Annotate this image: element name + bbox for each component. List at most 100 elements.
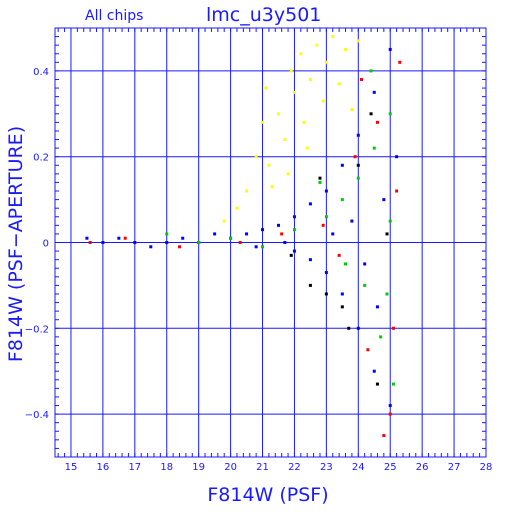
- scatter-point: [385, 232, 389, 236]
- scatter-point: [340, 163, 344, 167]
- scatter-point: [308, 283, 312, 287]
- scatter-point: [289, 69, 293, 73]
- scatter-point: [391, 326, 395, 330]
- scatter-point: [340, 292, 344, 296]
- scatter-point: [302, 120, 306, 124]
- scatter-point: [318, 180, 322, 184]
- scatter-point: [197, 241, 201, 244]
- scatter-point: [292, 90, 296, 94]
- y-tick-labels: −0.4 −0.2 0 0.2 0.4: [25, 67, 49, 421]
- scatter-point: [375, 382, 379, 386]
- scatter-point: [372, 146, 376, 150]
- scatter-point: [289, 253, 293, 257]
- scatter-point: [283, 138, 287, 142]
- x-tick-label: 15: [65, 462, 78, 473]
- scatter-point: [375, 120, 379, 124]
- scatter-point: [267, 163, 271, 167]
- scatter-point: [315, 43, 319, 47]
- scatter-point: [363, 283, 367, 287]
- scatter-point: [388, 47, 392, 51]
- scatter-point: [337, 82, 341, 86]
- scatter-point: [369, 69, 373, 73]
- chart-title: lmc_u3y501: [206, 4, 321, 26]
- scatter-point: [245, 232, 249, 236]
- x-tick-label: 19: [192, 462, 205, 473]
- scatter-point: [366, 348, 370, 352]
- scatter-point: [353, 155, 357, 159]
- scatter-point: [165, 241, 169, 244]
- y-tick-label: 0.4: [33, 67, 49, 78]
- scatter-point: [238, 241, 242, 244]
- scatter-point: [88, 241, 92, 244]
- scatter-point: [286, 172, 290, 176]
- scatter-point: [398, 60, 402, 64]
- scatter-point: [283, 241, 287, 244]
- scatter-point: [388, 219, 392, 223]
- x-tick-label: 17: [128, 462, 141, 473]
- scatter-point: [369, 112, 373, 116]
- x-tick-label: 20: [224, 462, 237, 473]
- scatter-point: [344, 47, 348, 51]
- scatter-point: [324, 215, 328, 219]
- y-tick-label: 0.2: [33, 153, 49, 164]
- scatter-point: [308, 202, 312, 206]
- scatter-point: [344, 262, 348, 266]
- scatter-point: [359, 77, 363, 81]
- scatter-point: [356, 176, 360, 180]
- scatter-point: [292, 215, 296, 219]
- scatter-point: [340, 305, 344, 309]
- scatter-point: [264, 86, 268, 90]
- scatter-point: [229, 236, 233, 240]
- scatter-point: [350, 108, 354, 112]
- scatter-point: [372, 369, 376, 373]
- x-tick-label: 26: [416, 462, 429, 473]
- scatter-point: [254, 155, 258, 159]
- scatter-point: [356, 163, 360, 167]
- scatter-point: [280, 232, 284, 236]
- scatter-point: [149, 245, 153, 249]
- scatter-point: [331, 35, 335, 39]
- scatter-point: [276, 112, 280, 116]
- scatter-point: [276, 223, 280, 227]
- scatter-point: [165, 232, 169, 236]
- x-tick-label: 25: [384, 462, 397, 473]
- scatter-point: [324, 60, 328, 64]
- scatter-point: [261, 120, 265, 124]
- scatter-point: [388, 412, 392, 416]
- scatter-point: [254, 245, 258, 249]
- scatter-point: [178, 245, 182, 249]
- scatter-point: [356, 39, 360, 43]
- scatter-point: [391, 382, 395, 386]
- scatter-point: [395, 155, 399, 159]
- scatter-point: [213, 232, 217, 236]
- scatter-point: [385, 292, 389, 296]
- x-tick-label: 23: [320, 462, 333, 473]
- x-tick-labels: 15 16 17 18 19 20 21 22 23 24 25 26 27 28: [65, 462, 493, 473]
- y-tick-label: −0.2: [25, 324, 49, 335]
- scatter-point: [395, 189, 399, 193]
- scatter-point: [363, 262, 367, 266]
- scatter-point: [356, 326, 360, 330]
- y-tick-label: 0: [43, 239, 49, 250]
- scatter-point: [388, 112, 392, 116]
- y-axis-label: F814W (PSF−APERTURE): [5, 126, 27, 362]
- scatter-point: [321, 223, 325, 227]
- scatter-point: [324, 271, 328, 275]
- scatter-point: [308, 258, 312, 262]
- ticks: [55, 27, 487, 458]
- scatter-point: [324, 292, 328, 296]
- scatter-point: [375, 305, 379, 309]
- scatter-point: [372, 90, 376, 94]
- scatter-point: [356, 133, 360, 137]
- x-tick-label: 16: [97, 462, 110, 473]
- scatter-point: [382, 198, 386, 202]
- scatter-point: [337, 253, 341, 257]
- scatter-point: [340, 198, 344, 202]
- scatter-point: [299, 52, 303, 56]
- y-tick-label: −0.4: [25, 410, 49, 421]
- scatter-point: [331, 232, 335, 236]
- scatter-point: [123, 236, 127, 240]
- x-tick-label: 18: [160, 462, 173, 473]
